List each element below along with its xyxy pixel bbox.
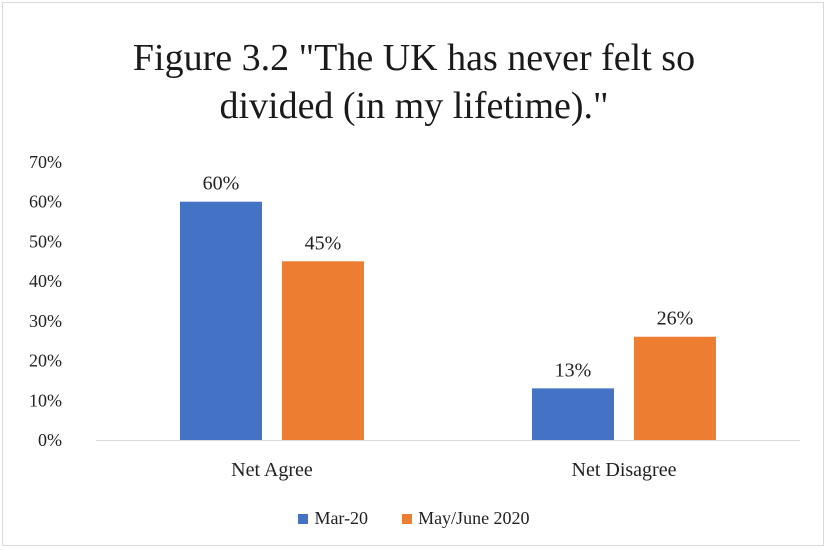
data-label: 13% [555, 359, 592, 381]
data-label: 60% [203, 173, 240, 195]
legend-swatch-series-2 [402, 513, 413, 524]
chart-title: Figure 3.2 "The UK has never felt so div… [0, 34, 828, 130]
y-tick-label: 50% [29, 231, 62, 251]
bars: 60% 45% 13% 26% [180, 173, 716, 440]
y-tick-label: 20% [29, 351, 62, 371]
bar-2-1 [282, 261, 364, 440]
data-label: 45% [305, 232, 342, 254]
legend-item-series-2: May/June 2020 [402, 508, 530, 529]
x-tick-label: Net Agree [231, 459, 313, 481]
bar-1-2 [532, 388, 614, 440]
legend-label-series-2: May/June 2020 [418, 508, 530, 528]
y-tick-label: 60% [29, 192, 62, 212]
x-tick-label: Net Disagree [572, 459, 677, 481]
bar-2-2 [634, 336, 716, 440]
y-tick-label: 70% [29, 152, 62, 172]
y-tick-label: 10% [29, 390, 62, 410]
legend-label-series-1: Mar-20 [314, 508, 369, 528]
legend-swatch-series-1 [298, 513, 309, 524]
legend-item-series-1: Mar-20 [298, 508, 368, 529]
bar-1-1 [180, 201, 262, 440]
x-axis: Net Agree Net Disagree [96, 440, 800, 481]
data-label: 26% [657, 308, 694, 330]
y-tick-label: 0% [38, 430, 62, 450]
chart-title-line-1: Figure 3.2 "The UK has never felt so [132, 37, 696, 79]
y-tick-label: 40% [29, 271, 62, 291]
legend: Mar-20 May/June 2020 [0, 508, 828, 529]
y-tick-label: 30% [29, 311, 62, 331]
y-axis: 0% 10% 20% 30% 40% 50% 60% 70% [29, 152, 62, 450]
chart-title-line-2: divided (in my lifetime)." [219, 85, 609, 127]
